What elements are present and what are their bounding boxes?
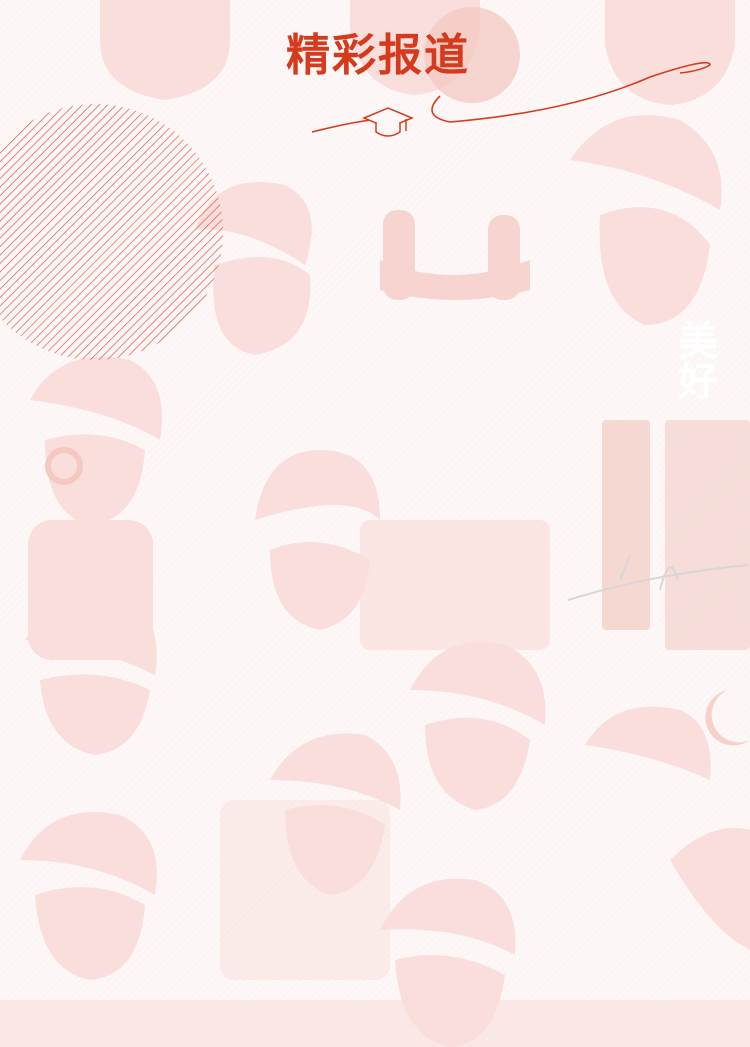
large-character-decoration — [602, 420, 750, 650]
title-circle — [424, 7, 520, 103]
graduation-cap-icon — [362, 107, 414, 137]
hatched-circle — [0, 104, 223, 360]
candle-illustration — [380, 210, 530, 300]
scribble-decoration — [567, 554, 749, 601]
moon-shape — [705, 690, 750, 746]
background-edge-text: 美好 — [678, 319, 718, 405]
page-title: 精彩报道 — [286, 30, 470, 81]
lens-shape — [45, 447, 83, 485]
